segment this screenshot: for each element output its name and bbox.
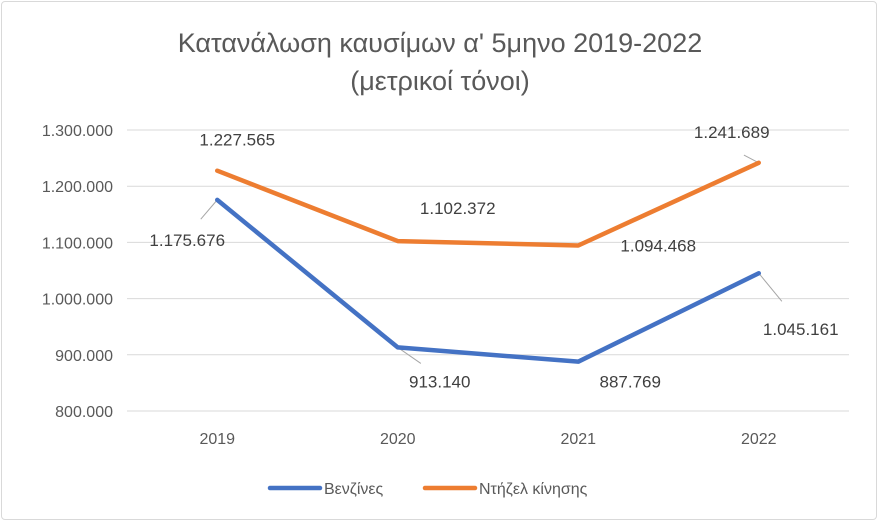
leader-line [397, 347, 422, 364]
series-line-1 [215, 160, 761, 248]
y-tick-label: 800.000 [55, 404, 113, 421]
chart-title: Κατανάλωση καυσίμων α' 5μηνο 2019-2022 [178, 28, 702, 58]
chart-subtitle: (μετρικοί τόνοι) [350, 66, 529, 96]
leader-line [758, 272, 783, 302]
legend-label: Ντήζελ κίνησης [479, 481, 588, 498]
data-label: 1.175.676 [149, 231, 225, 250]
x-tick-label: 2020 [380, 431, 416, 448]
leader-line [200, 199, 218, 220]
series-line-0 [215, 197, 761, 364]
y-tick-label: 1.300.000 [42, 123, 113, 140]
x-tick-label: 2019 [199, 431, 235, 448]
data-label: 887.769 [600, 373, 661, 392]
data-label: 1.241.689 [694, 123, 770, 142]
y-tick-label: 1.100.000 [42, 235, 113, 252]
data-label: 1.102.372 [420, 199, 496, 218]
data-label: 1.227.565 [199, 131, 275, 150]
data-label: 1.045.161 [763, 320, 839, 339]
y-tick-label: 900.000 [55, 348, 113, 365]
y-tick-label: 1.200.000 [42, 179, 113, 196]
data-label: 1.094.468 [620, 237, 696, 256]
x-tick-label: 2022 [741, 431, 777, 448]
x-tick-label: 2021 [560, 431, 596, 448]
data-label: 913.140 [409, 372, 470, 391]
legend-label: Βενζίνες [324, 481, 384, 498]
y-tick-label: 1.000.000 [42, 292, 113, 309]
